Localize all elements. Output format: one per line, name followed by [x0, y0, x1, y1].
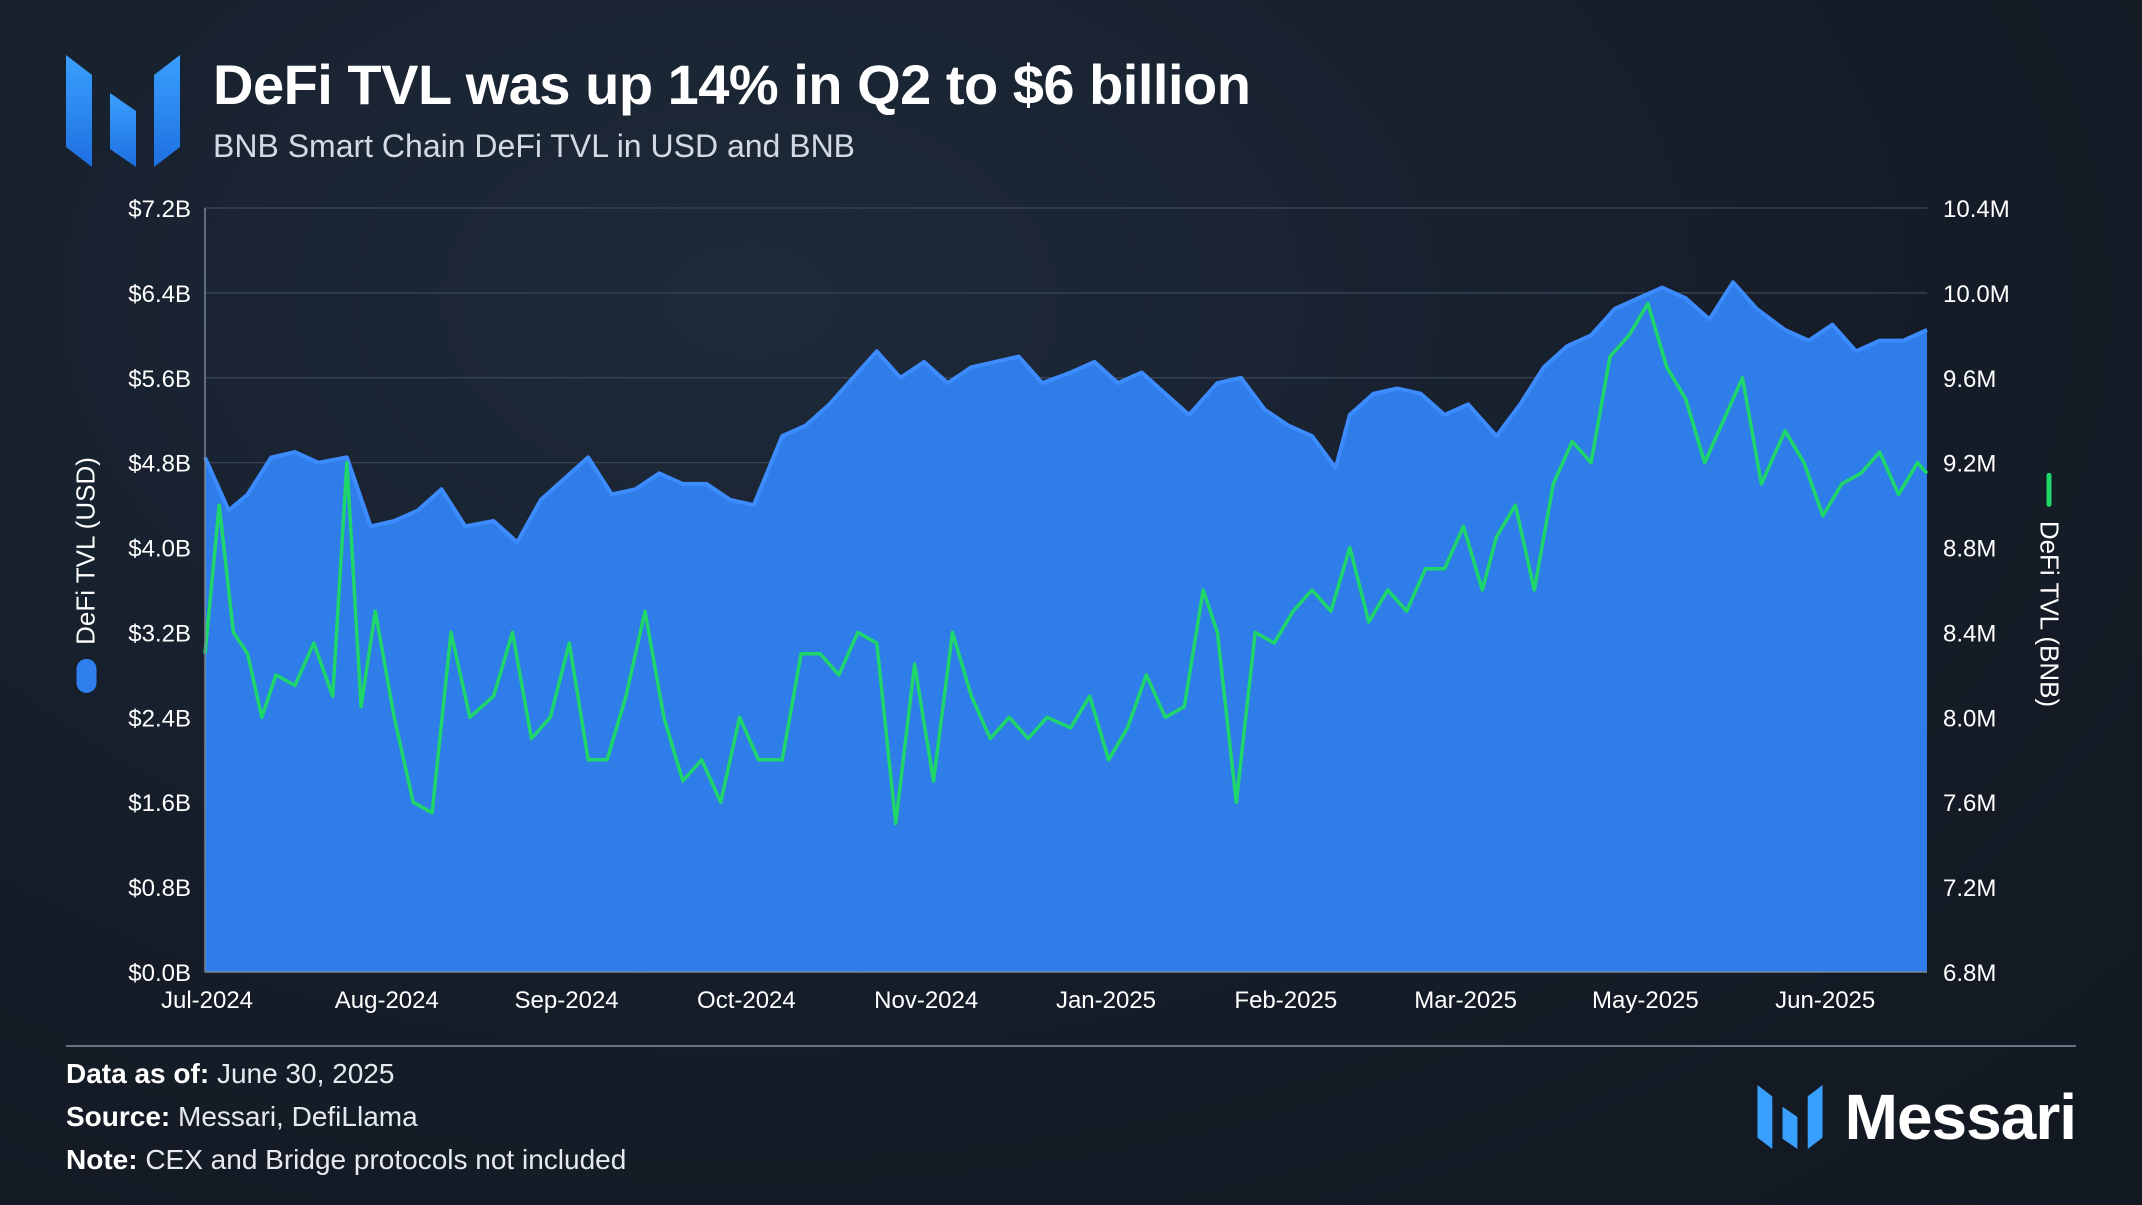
chart-canvas: $0.0B 6.8M $0.8B 7.2M $1.6B 7.6M $2.4B 8.0M $3.2…	[128, 196, 2010, 1014]
usd-legend-swatch	[76, 658, 96, 693]
bnb-line	[203, 301, 1929, 826]
x-tick-label: Jun-2025	[1775, 987, 1875, 1014]
footer-note: Note: CEX and Bridge protocols not inclu…	[66, 1144, 626, 1176]
y-left-tick-label: $1.6B	[128, 790, 191, 817]
x-tick-label: Sep-2024	[515, 987, 619, 1014]
chart-title: DeFi TVL was up 14% in Q2 to $6 billion	[213, 53, 1251, 116]
y-left-tick-label: $5.6B	[128, 366, 191, 393]
y-right-tick-label: 8.0M	[1943, 705, 1996, 732]
messari-logo-icon	[66, 55, 180, 167]
footer-divider	[66, 1045, 2076, 1047]
y-right-tick-label: 9.2M	[1943, 451, 1996, 478]
y-right-tick-label: 8.4M	[1943, 620, 1996, 647]
brand-lockup: Messari	[1757, 1080, 2077, 1154]
x-tick-label: May-2025	[1592, 987, 1699, 1014]
y-left-tick-label: $0.8B	[128, 875, 191, 902]
x-tick-label: Feb-2025	[1234, 987, 1337, 1014]
y-left-tick-label: $3.2B	[128, 620, 191, 647]
source-label: Source:	[66, 1101, 171, 1132]
x-tick-label: Jul-2024	[161, 987, 253, 1014]
x-tick-label: Mar-2025	[1414, 987, 1517, 1014]
data-as-of-label: Data as of:	[66, 1058, 210, 1089]
y-left-tick-label: $2.4B	[128, 705, 191, 732]
y-left-tick-label: $7.2B	[128, 196, 191, 223]
usd-area	[205, 282, 1927, 972]
y-axis-left-title: DeFi TVL (USD)	[71, 457, 102, 693]
x-tick-label: Oct-2024	[697, 987, 796, 1014]
note-value: CEX and Bridge protocols not included	[145, 1144, 627, 1175]
data-as-of-value: June 30, 2025	[216, 1058, 395, 1089]
messari-brand-icon	[1757, 1085, 1823, 1149]
y-right-tick-label: 9.6M	[1943, 366, 1996, 393]
y-left-tick-label: $4.0B	[128, 536, 191, 563]
note-label: Note:	[66, 1144, 138, 1175]
y-right-tick-label: 6.8M	[1943, 960, 1996, 987]
usd-line	[203, 280, 1928, 545]
x-tick-label: Nov-2024	[874, 987, 978, 1014]
source-value: Messari, DefiLlama	[178, 1101, 418, 1132]
footer-data-as-of: Data as of: June 30, 2025	[66, 1058, 394, 1090]
y-left-tick-label: $0.0B	[128, 960, 191, 987]
y-axis-right-title: DeFi TVL (BNB)	[2034, 472, 2065, 708]
y-axis-left-label: DeFi TVL (USD)	[70, 457, 101, 645]
y-right-tick-label: 7.6M	[1943, 790, 1996, 817]
y-right-tick-label: 8.8M	[1943, 536, 1996, 563]
chart-subtitle: BNB Smart Chain DeFi TVL in USD and BNB	[213, 128, 856, 164]
bnb-legend-swatch	[2046, 472, 2052, 507]
brand-name: Messari	[1844, 1081, 2077, 1153]
y-right-tick-label: 10.4M	[1943, 196, 2010, 223]
y-right-tick-label: 7.2M	[1943, 875, 1996, 902]
y-left-tick-label: $6.4B	[128, 281, 191, 308]
y-left-tick-label: $4.8B	[128, 451, 191, 478]
y-right-tick-label: 10.0M	[1943, 281, 2010, 308]
x-tick-label: Aug-2024	[335, 987, 439, 1014]
footer-source: Source: Messari, DefiLlama	[66, 1101, 418, 1133]
y-axis-right-label: DeFi TVL (BNB)	[2034, 520, 2065, 708]
x-tick-label: Jan-2025	[1056, 987, 1156, 1014]
